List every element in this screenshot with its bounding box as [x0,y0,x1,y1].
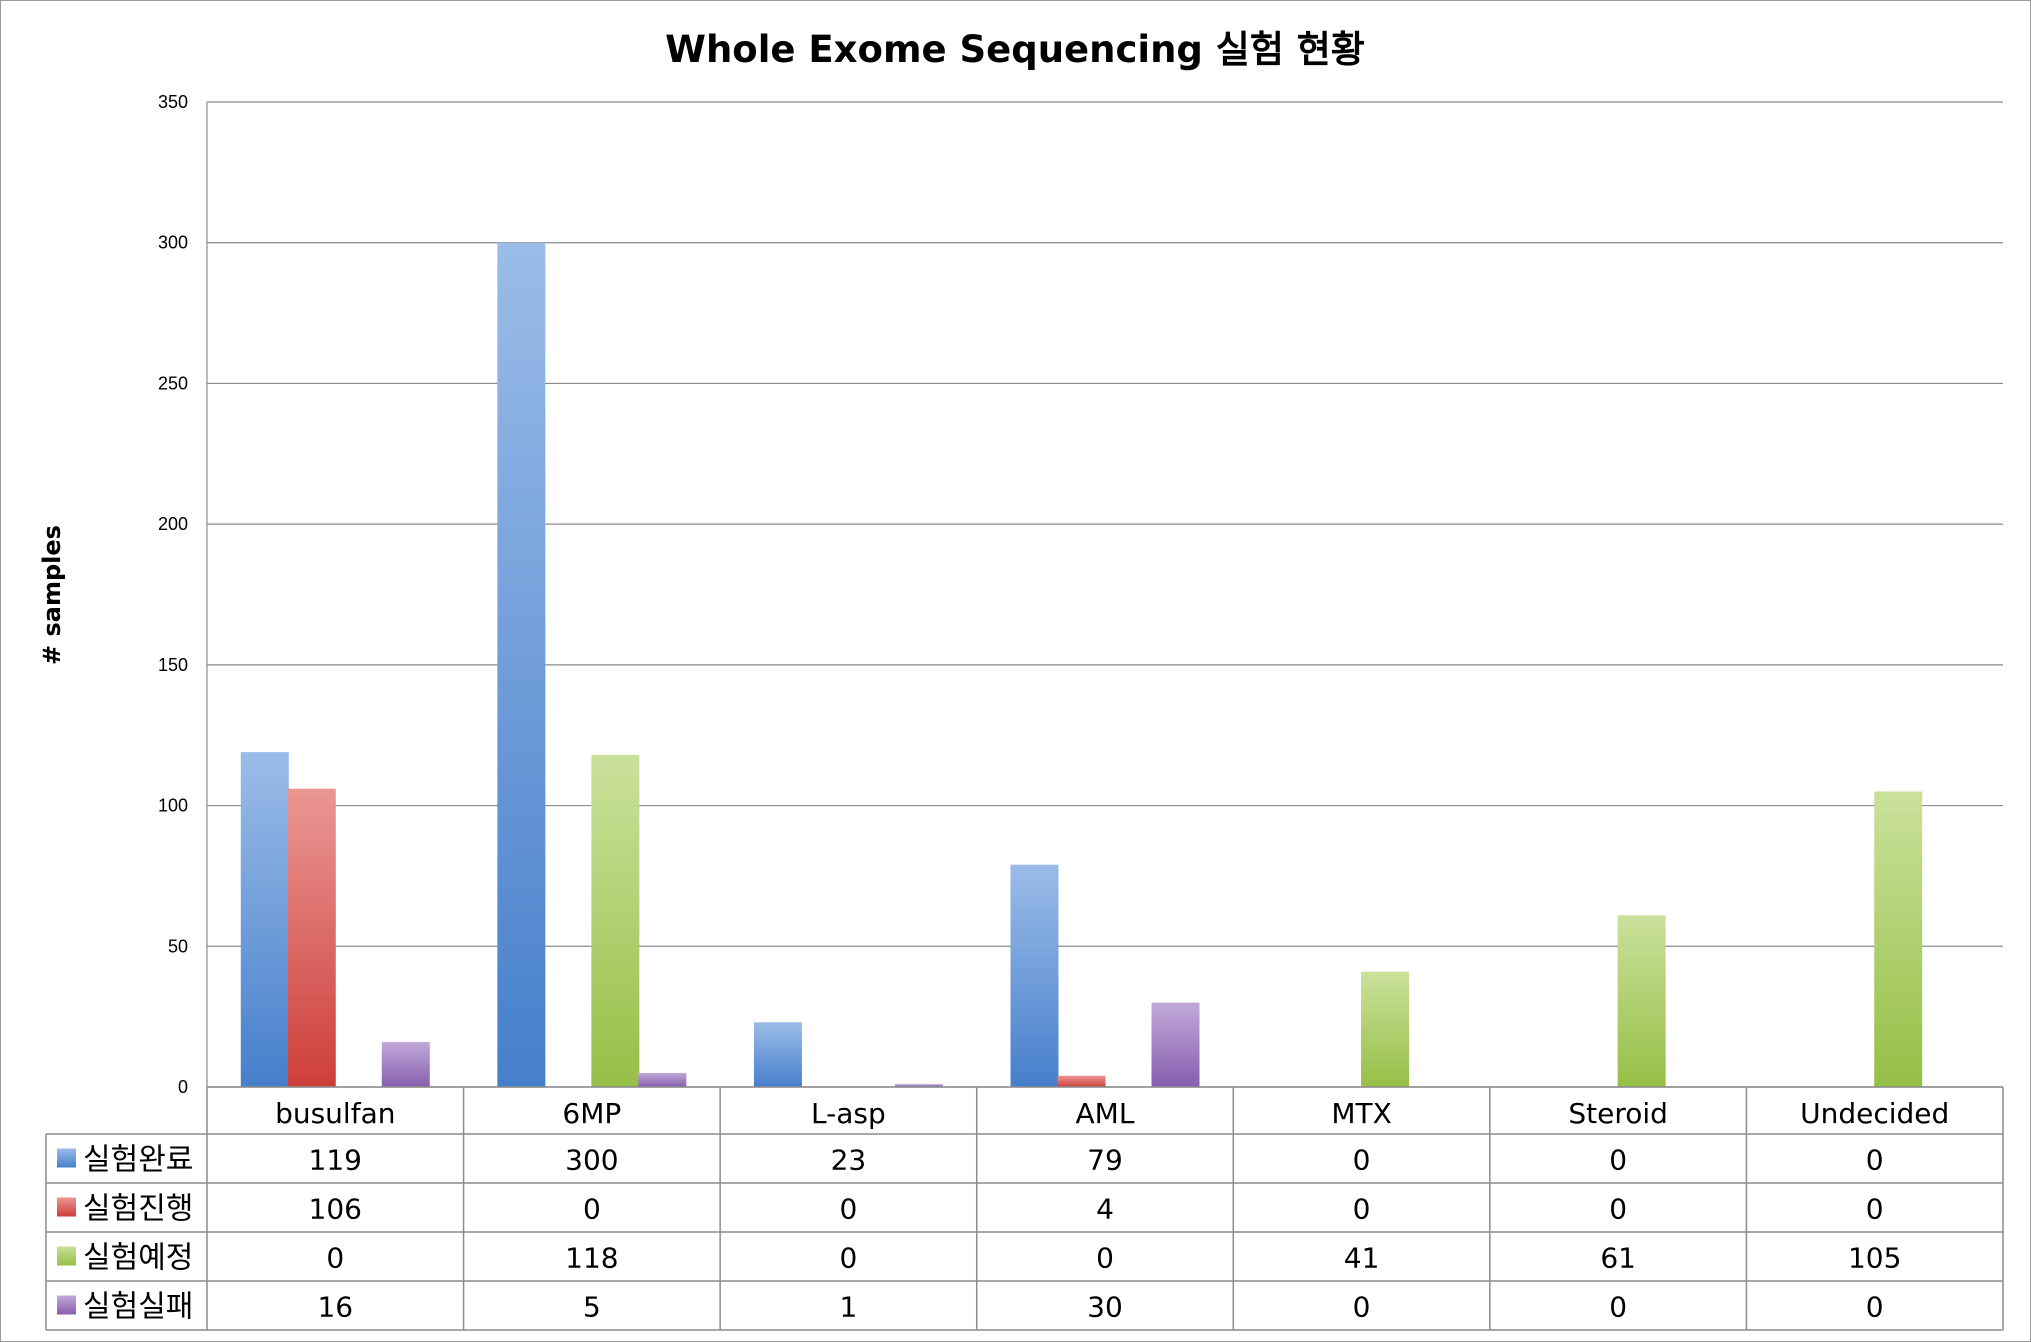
data-table: busulfan 6MP L-asp AML MTX Steroid Undecided 실험… [45,1086,2004,1331]
table-cell-value: 119 [309,1144,362,1177]
legend-label: 실험완료 [83,1143,193,1178]
bar-L-asp-0 [753,1022,802,1087]
gridlines [206,101,2003,1088]
table-cell-value: 0 [1096,1242,1114,1275]
table-cell-value: 106 [309,1193,362,1226]
table-cell-value: 0 [583,1193,601,1226]
bar-busulfan-3 [381,1041,430,1087]
bar-L-asp-3 [894,1084,943,1087]
bar-busulfan-0 [240,752,289,1087]
table-cell-value: 0 [1866,1144,1884,1177]
table-cell-value: 0 [1609,1291,1627,1324]
legend-label: 실험실패 [83,1290,193,1325]
bar-AML-3 [1151,1002,1200,1087]
table-cell-value: 105 [1848,1242,1901,1275]
table-cell-value: 41 [1344,1242,1380,1275]
table-cell-value: 23 [831,1144,867,1177]
legend-swatch [57,1148,76,1168]
y-tick-label: 150 [158,655,188,675]
y-tick-label: 350 [158,92,188,112]
y-tick-label: 0 [178,1077,188,1097]
legend-label: 실험예정 [83,1241,193,1276]
table-cell-value: 0 [1609,1193,1627,1226]
chart-title: Whole Exome Sequencing 실험 현황 [665,28,1365,71]
x-tick-label: busulfan [275,1097,395,1130]
bar-6MP-2 [591,754,640,1087]
y-tick-label: 250 [158,373,188,393]
bar-busulfan-1 [287,788,336,1087]
table-cell-value: 118 [565,1242,618,1275]
x-tick-label: MTX [1331,1097,1391,1130]
bars [240,242,1923,1087]
x-tick-label: 6MP [562,1097,621,1130]
table-cell-value: 0 [840,1193,858,1226]
y-axis-label: # samples [38,525,66,665]
table-cell-value: 0 [1866,1291,1884,1324]
table-cell-value: 61 [1600,1242,1636,1275]
table-cell-value: 4 [1096,1193,1114,1226]
x-tick-label: AML [1076,1097,1135,1130]
bar-6MP-3 [638,1072,687,1087]
legend-label: 실험진행 [83,1192,193,1227]
bar-MTX-2 [1361,971,1410,1087]
table-cell-value: 0 [326,1242,344,1275]
bar-AML-1 [1057,1075,1106,1087]
x-tick-label: L-asp [811,1097,886,1130]
table-cell-value: 0 [1609,1144,1627,1177]
x-tick-label: Steroid [1568,1097,1668,1130]
table-cell-value: 79 [1087,1144,1123,1177]
table-cell-value: 0 [1353,1291,1371,1324]
x-tick-label: Undecided [1800,1097,1949,1130]
table-cell-value: 0 [1866,1193,1884,1226]
y-tick-label: 300 [158,233,188,253]
table-cell-value: 5 [583,1291,601,1324]
table-cell-value: 300 [565,1144,618,1177]
table-cell-value: 30 [1087,1291,1123,1324]
y-axis-ticks: 0 50 100 150 200 250 300 350 [158,92,188,1097]
table-cell-value: 0 [1353,1193,1371,1226]
table-cell-value: 0 [840,1242,858,1275]
table-cell-value: 0 [1353,1144,1371,1177]
table-cell-value: 1 [840,1291,858,1324]
bar-6MP-0 [497,242,546,1087]
y-tick-label: 100 [158,796,188,816]
legend-swatch [57,1246,76,1266]
y-tick-label: 50 [168,936,188,956]
bar-Steroid-2 [1617,915,1666,1087]
table-cell-value: 16 [317,1291,353,1324]
bar-AML-0 [1010,864,1059,1087]
y-tick-label: 200 [158,514,188,534]
legend-swatch [57,1295,76,1315]
legend-swatch [57,1197,76,1217]
bar-Undecided-2 [1874,791,1923,1087]
